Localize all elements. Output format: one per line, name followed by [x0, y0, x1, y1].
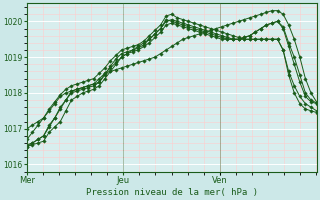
X-axis label: Pression niveau de la mer( hPa ): Pression niveau de la mer( hPa ): [86, 188, 258, 197]
